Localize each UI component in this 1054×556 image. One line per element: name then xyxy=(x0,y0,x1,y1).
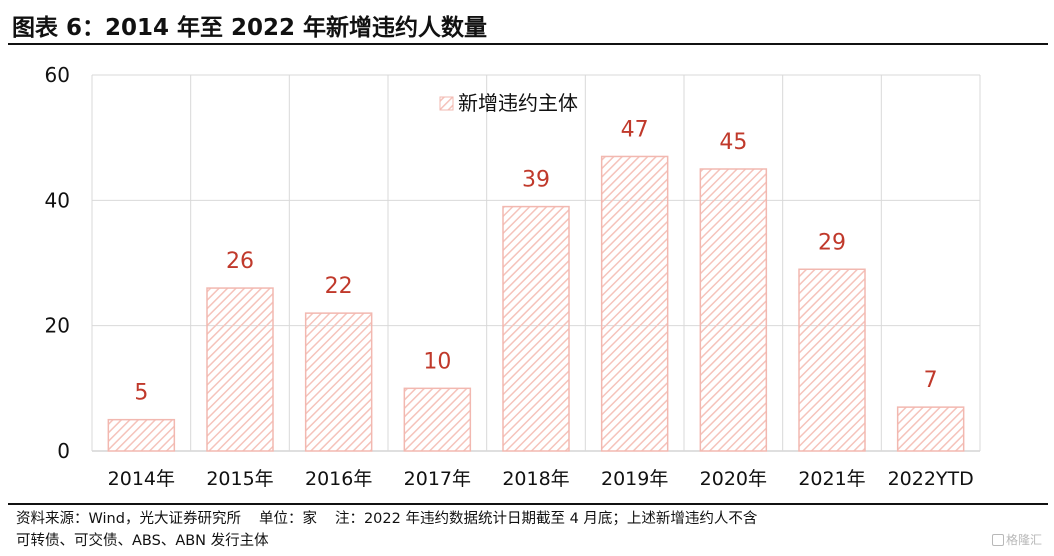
watermark: 格隆汇 xyxy=(991,531,1042,548)
bar xyxy=(403,387,472,452)
legend-label: 新增违约主体 xyxy=(458,91,578,115)
data-label: 26 xyxy=(226,249,254,274)
bar xyxy=(206,287,274,452)
x-tick-label: 2022YTD xyxy=(888,468,974,490)
data-label: 47 xyxy=(621,117,649,142)
unit-text: 单位：家 xyxy=(258,511,317,527)
bar xyxy=(896,406,965,452)
bar xyxy=(502,205,570,452)
figure-title: 图表 6：2014 年至 2022 年新增违约人数量 xyxy=(12,15,488,41)
note-text-line1: 注：2022 年违约数据统计日期截至 4 月底；上述新增违约人不含 xyxy=(334,511,758,527)
data-label: 22 xyxy=(325,274,353,299)
bar xyxy=(798,268,866,452)
chart-area: 0 20 40 60 5 2014年 26 2015年 22 2016年 10 2017年 39 201… xyxy=(0,48,1054,504)
x-tick-label: 2015年 xyxy=(206,468,273,490)
data-label: 45 xyxy=(719,130,747,155)
bar-chart: 0 20 40 60 5 2014年 26 2015年 22 2016年 10 2017年 39 201… xyxy=(45,63,981,490)
x-tick-label: 2016年 xyxy=(305,468,372,490)
y-tick-label: 60 xyxy=(45,63,70,87)
bar xyxy=(304,312,373,452)
note-text-line2: 可转债、可交债、ABS、ABN 发行主体 xyxy=(16,533,269,549)
bar xyxy=(699,168,768,452)
y-tick-label: 0 xyxy=(57,439,70,463)
footnote: 资料来源：Wind，光大证券研究所 单位：家 注：2022 年违约数据统计日期截至 … xyxy=(16,508,1031,552)
data-label: 7 xyxy=(924,368,938,393)
x-tick-label: 2018年 xyxy=(502,468,569,490)
bar xyxy=(107,418,176,452)
x-tick-label: 2020年 xyxy=(700,468,767,490)
x-tick-label: 2017年 xyxy=(404,468,471,490)
footnote-rule xyxy=(8,503,1048,505)
y-tick-label: 40 xyxy=(45,188,70,212)
bar xyxy=(600,155,669,452)
data-label: 5 xyxy=(134,381,148,406)
watermark-logo-icon xyxy=(991,534,1004,546)
x-tick-label: 2019年 xyxy=(601,468,668,490)
data-label: 39 xyxy=(522,168,550,193)
data-label: 10 xyxy=(423,349,451,374)
title-rule xyxy=(8,43,1048,45)
y-tick-label: 20 xyxy=(45,314,70,338)
legend-swatch xyxy=(439,96,454,111)
data-label: 29 xyxy=(818,230,846,255)
source-text: 资料来源：Wind，光大证券研究所 xyxy=(16,511,241,527)
x-tick-label: 2014年 xyxy=(108,468,175,490)
x-tick-label: 2021年 xyxy=(798,468,865,490)
watermark-text: 格隆汇 xyxy=(1005,533,1042,547)
